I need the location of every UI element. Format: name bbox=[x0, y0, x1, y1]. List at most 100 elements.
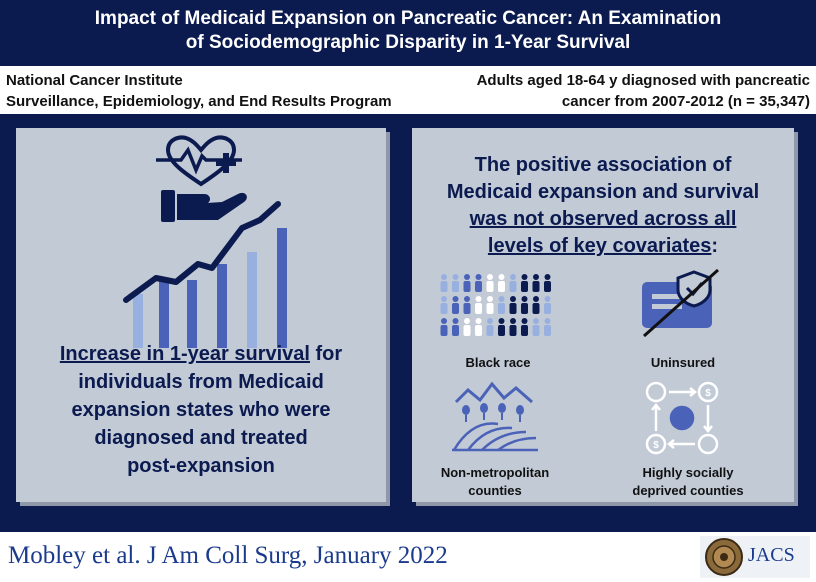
person-icon bbox=[510, 274, 516, 280]
title-line-1: Impact of Medicaid Expansion on Pancreat… bbox=[94, 8, 722, 29]
heading-line-4: levels of key covariates bbox=[487, 235, 712, 257]
person-icon bbox=[544, 318, 551, 324]
person-icon bbox=[544, 296, 551, 302]
heading-line-2: Medicaid expansion and survival bbox=[446, 181, 760, 203]
footer: Mobley et al. J Am Coll Surg, January 20… bbox=[0, 532, 816, 582]
left-line-1: Increase in 1-year survival for bbox=[16, 340, 386, 368]
person-body-icon bbox=[440, 281, 448, 292]
covariate-black-race: Black race bbox=[465, 355, 531, 370]
person-icon bbox=[464, 296, 470, 302]
person-body-icon bbox=[463, 303, 471, 314]
person-icon bbox=[521, 274, 528, 280]
person-body-icon bbox=[544, 303, 551, 314]
covariate-uninsured: Uninsured bbox=[650, 355, 716, 370]
college-seal-icon bbox=[705, 538, 743, 576]
person-icon bbox=[521, 318, 528, 324]
heading-colon: : bbox=[711, 235, 719, 257]
person-body-icon bbox=[463, 325, 471, 336]
person-body-icon bbox=[532, 303, 540, 314]
person-body-icon bbox=[486, 281, 494, 292]
left-line-4: diagnosed and treated bbox=[94, 427, 308, 449]
left-panel-text: Increase in 1-year survival for individu… bbox=[16, 340, 386, 480]
person-icon bbox=[510, 296, 516, 302]
bar-chart-icon bbox=[133, 228, 287, 348]
person-body-icon bbox=[521, 325, 528, 336]
person-icon bbox=[533, 318, 539, 324]
covariate-non-metropolitan: Non-metropolitan counties bbox=[420, 464, 570, 500]
person-icon bbox=[487, 318, 493, 324]
population-line-2: cancer from 2007-2012 (n = 35,347) bbox=[561, 93, 810, 110]
person-body-icon bbox=[475, 281, 482, 292]
person-icon bbox=[441, 296, 447, 302]
non-metro-line-2: counties bbox=[468, 483, 522, 498]
left-line-5: post-expansion bbox=[127, 455, 275, 477]
person-body-icon bbox=[521, 281, 528, 292]
journal-name: JACS bbox=[748, 544, 795, 566]
title-banner: Impact of Medicaid Expansion on Pancreat… bbox=[0, 0, 816, 66]
left-line-2: individuals from Medicaid bbox=[78, 371, 324, 393]
person-icon bbox=[498, 296, 505, 302]
person-body-icon bbox=[532, 281, 540, 292]
panel-area: Increase in 1-year survival for individu… bbox=[0, 114, 816, 532]
heart-pulse-icon bbox=[156, 135, 242, 187]
journal-logo: JACS bbox=[700, 536, 810, 578]
person-icon bbox=[464, 274, 470, 280]
person-body-icon bbox=[532, 325, 540, 336]
source-line-2: Surveillance, Epidemiology, and End Resu… bbox=[6, 93, 392, 110]
study-population: Adults aged 18-64 y diagnosed with pancr… bbox=[477, 70, 810, 112]
person-icon bbox=[487, 296, 493, 302]
rural-landscape-icon bbox=[452, 381, 538, 452]
person-icon bbox=[452, 318, 459, 324]
person-icon bbox=[544, 274, 551, 280]
person-body-icon bbox=[452, 303, 459, 314]
person-icon bbox=[441, 274, 447, 280]
trend-line-icon bbox=[123, 201, 281, 303]
person-body-icon bbox=[521, 303, 528, 314]
insurance-card-crossed-icon bbox=[642, 268, 719, 338]
person-icon bbox=[510, 318, 516, 324]
person-icon bbox=[521, 296, 528, 302]
person-icon bbox=[487, 274, 493, 280]
survival-suffix: for bbox=[309, 343, 343, 365]
person-body-icon bbox=[544, 325, 551, 336]
person-icon bbox=[533, 296, 539, 302]
person-body-icon bbox=[544, 281, 551, 292]
source-line-1: National Cancer Institute bbox=[6, 72, 183, 89]
survival-growth-illustration bbox=[123, 135, 287, 348]
person-body-icon bbox=[475, 325, 482, 336]
left-panel: Increase in 1-year survival for individu… bbox=[16, 128, 386, 502]
citation: Mobley et al. J Am Coll Surg, January 20… bbox=[8, 542, 448, 569]
covariate-socially-deprived: Highly socially deprived counties bbox=[608, 464, 768, 500]
person-body-icon bbox=[509, 303, 517, 314]
person-body-icon bbox=[452, 281, 459, 292]
person-body-icon bbox=[463, 281, 471, 292]
person-body-icon bbox=[440, 303, 448, 314]
data-source: National Cancer Institute Surveillance, … bbox=[6, 70, 392, 112]
money-cycle-icon: $$ bbox=[645, 381, 719, 455]
person-icon bbox=[441, 318, 447, 324]
person-body-icon bbox=[486, 303, 494, 314]
survival-highlight: Increase in 1-year survival bbox=[59, 343, 310, 365]
heading-line-4-wrap: levels of key covariates: bbox=[412, 233, 794, 260]
people-grid-icon bbox=[440, 274, 551, 336]
person-icon bbox=[452, 274, 459, 280]
right-panel-heading: The positive association of Medicaid exp… bbox=[412, 152, 794, 260]
person-body-icon bbox=[486, 325, 494, 336]
person-icon bbox=[464, 318, 470, 324]
person-body-icon bbox=[498, 303, 505, 314]
person-body-icon bbox=[498, 281, 505, 292]
person-icon bbox=[533, 274, 539, 280]
heading-line-1: The positive association of bbox=[474, 154, 732, 176]
person-icon bbox=[498, 318, 505, 324]
person-body-icon bbox=[498, 325, 505, 336]
person-icon bbox=[475, 318, 482, 324]
person-body-icon bbox=[452, 325, 459, 336]
heading-line-3: was not observed across all bbox=[469, 208, 737, 230]
person-body-icon bbox=[509, 281, 517, 292]
svg-text:$: $ bbox=[653, 440, 659, 451]
person-icon bbox=[498, 274, 505, 280]
person-icon bbox=[475, 296, 482, 302]
right-panel: The positive association of Medicaid exp… bbox=[412, 128, 794, 502]
person-body-icon bbox=[509, 325, 517, 336]
population-line-1: Adults aged 18-64 y diagnosed with pancr… bbox=[476, 72, 810, 89]
